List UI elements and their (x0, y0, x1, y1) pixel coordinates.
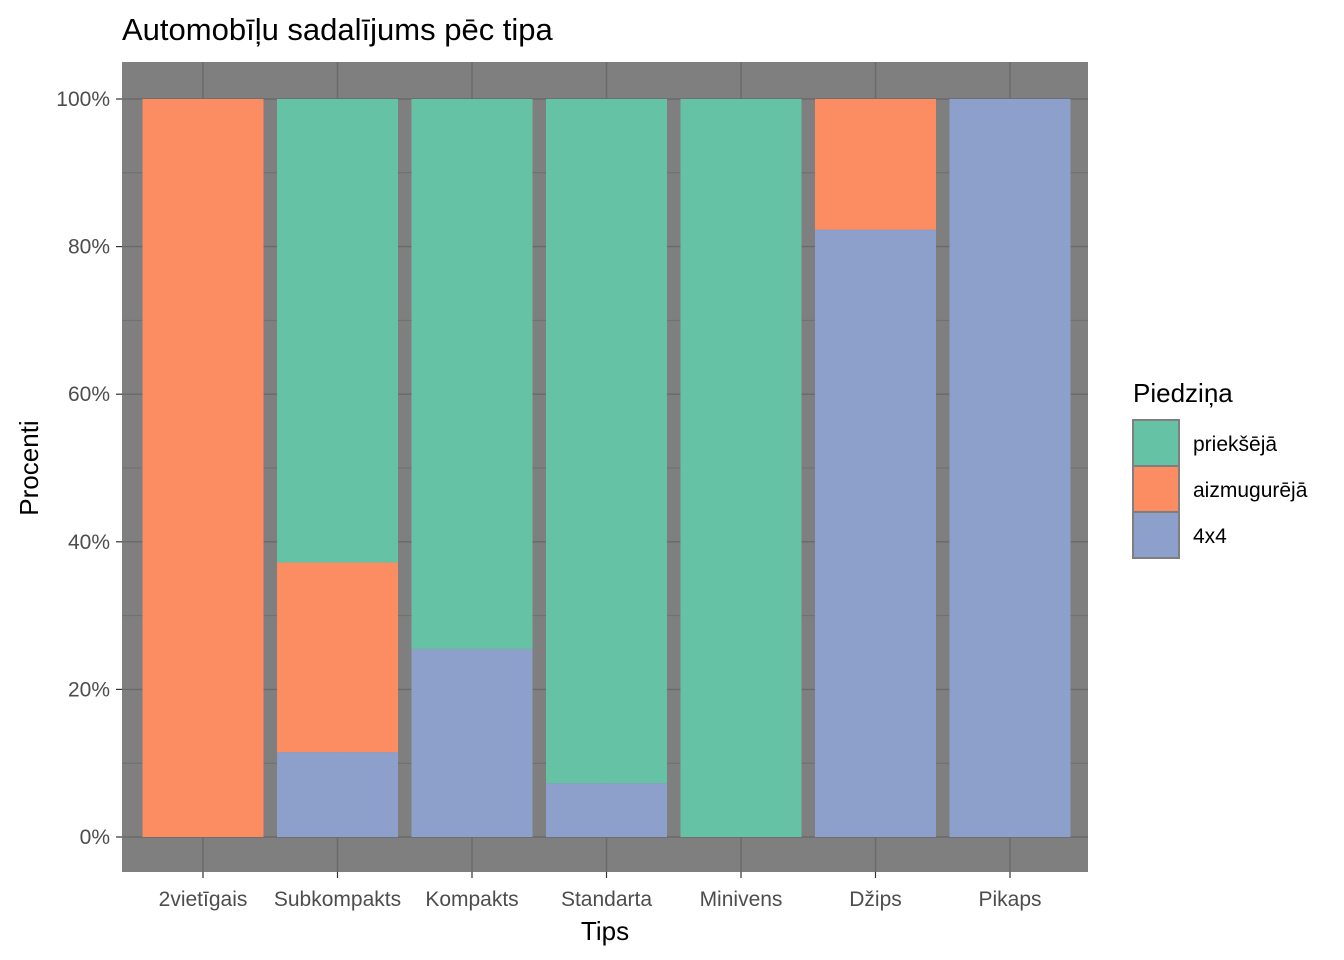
x-tick-label: Pikaps (978, 888, 1041, 911)
x-axis-title: Tips (581, 916, 629, 946)
y-tick-label: 0% (80, 826, 110, 849)
legend-label: aizmugurējā (1193, 479, 1308, 502)
bar-segment (949, 99, 1071, 837)
y-axis-ticks: 0% 20% 40% 60% 80% 100% (56, 88, 122, 849)
legend-key (1132, 465, 1180, 513)
bar-segment (815, 99, 936, 230)
x-tick-label: Kompakts (425, 888, 518, 911)
legend-items: priekšējā aizmugurējā 4x4 (1132, 419, 1308, 559)
bar-segment (546, 99, 667, 784)
x-axis-ticks: 2vietīgais Subkompakts Kompakts Standarta Mi… (159, 872, 1042, 911)
legend-title: Piedziņa (1133, 378, 1233, 408)
y-tick-label: 80% (68, 236, 110, 259)
bar-segment (277, 562, 398, 753)
bar-segment (277, 99, 398, 563)
bar-segment (680, 99, 802, 837)
legend-key (1132, 419, 1180, 467)
legend-label: 4x4 (1193, 525, 1227, 548)
y-axis-title: Procenti (14, 420, 44, 515)
bar-segment (411, 648, 533, 837)
chart-title: Automobīļu sadalījums pēc tipa (122, 12, 554, 47)
bar-segment (277, 752, 398, 837)
legend-label: priekšējā (1193, 433, 1277, 456)
x-tick-label: 2vietīgais (159, 888, 248, 911)
y-tick-label: 20% (68, 678, 110, 701)
x-tick-label: Džips (849, 888, 902, 911)
y-tick-label: 100% (56, 88, 110, 111)
legend: Piedziņa priekšējā aizmugurējā 4x4 (1132, 378, 1308, 559)
bar-segment (142, 99, 264, 837)
x-tick-label: Standarta (561, 888, 652, 911)
bar-segment (411, 99, 533, 649)
y-tick-label: 40% (68, 531, 110, 554)
y-tick-label: 60% (68, 383, 110, 406)
bar-segment (546, 783, 667, 837)
x-tick-label: Minivens (700, 888, 783, 911)
x-tick-label: Subkompakts (274, 888, 401, 911)
legend-key (1132, 511, 1180, 559)
bar-segment (815, 229, 936, 838)
bars (142, 99, 1071, 838)
